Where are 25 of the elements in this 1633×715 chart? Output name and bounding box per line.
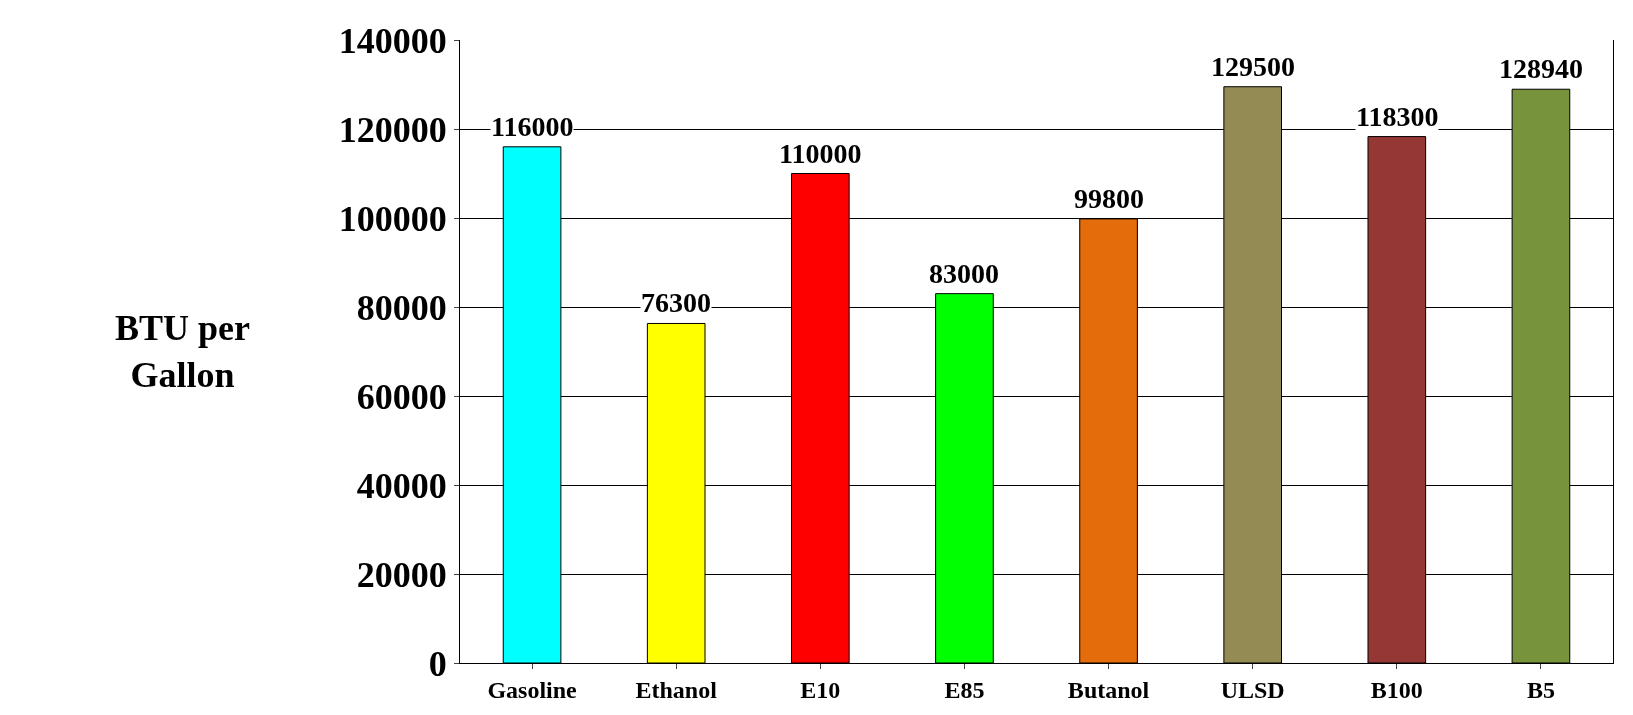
y-tick-label: 120000 (338, 109, 447, 150)
y-tick-label: 40000 (356, 465, 447, 506)
data-label: 128940 (1499, 53, 1583, 84)
data-label: 129500 (1211, 51, 1295, 82)
x-tick-label: E10 (800, 676, 841, 703)
y-tick-label: 140000 (338, 20, 447, 61)
data-label: 116000 (491, 111, 574, 142)
y-tick-label: 80000 (356, 287, 447, 328)
data-label: 76300 (641, 287, 711, 318)
y-tick-label: 60000 (356, 376, 447, 417)
x-tick-label: E85 (944, 676, 985, 703)
y-tick-label: 20000 (356, 554, 447, 595)
x-tick-label: Gasoline (487, 676, 578, 703)
data-label: 110000 (779, 138, 862, 169)
x-tick-label: Butanol (1067, 676, 1150, 703)
data-label: 118300 (1356, 101, 1439, 132)
x-tick-label: B100 (1370, 676, 1423, 703)
y-tick-label: 0 (428, 643, 447, 684)
data-label: 99800 (1074, 183, 1144, 214)
x-tick-label: ULSD (1220, 676, 1285, 703)
y-axis-title: BTU per Gallon (115, 308, 251, 395)
x-tick-label: Ethanol (635, 676, 718, 703)
x-tick-label: B5 (1526, 676, 1555, 703)
data-label: 83000 (929, 258, 999, 289)
y-tick-label: 100000 (338, 198, 447, 239)
